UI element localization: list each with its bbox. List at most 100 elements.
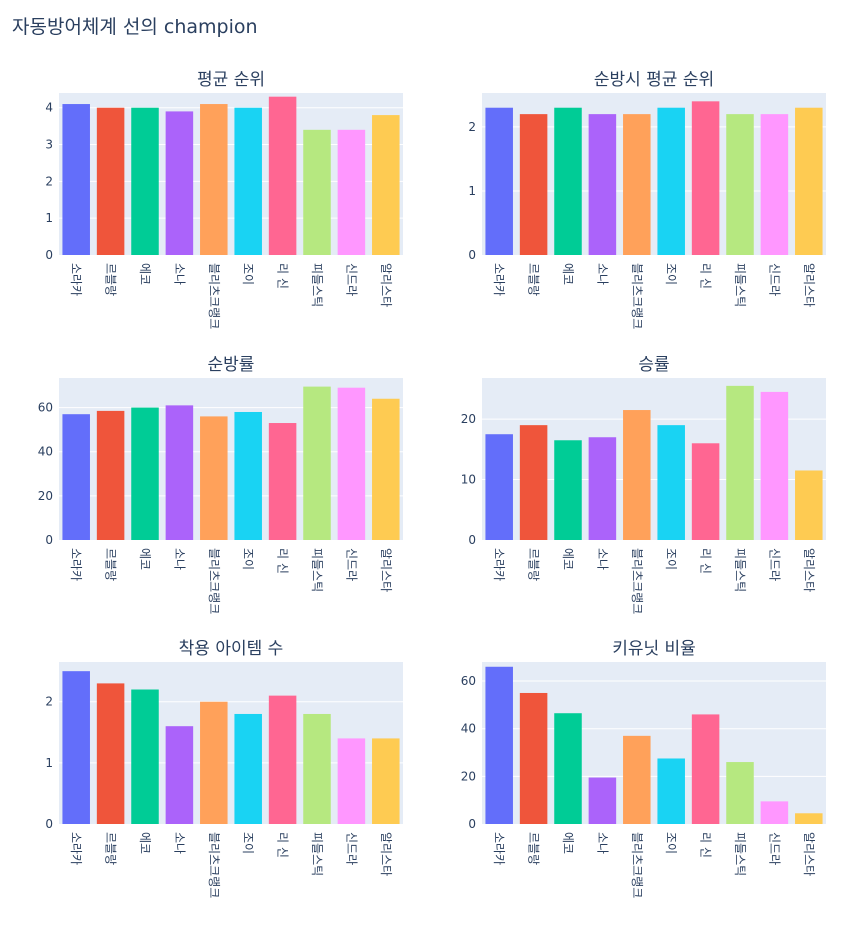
y-tick-label: 0 (45, 248, 53, 262)
x-tick-label: 알리스타 (379, 263, 393, 307)
x-tick-label: 피들스틱 (733, 832, 747, 876)
x-tick-label: 리 신 (699, 548, 713, 574)
bar (623, 735, 651, 824)
x-tick-label: 알리스타 (379, 548, 393, 592)
bar (485, 666, 513, 824)
x-tick-label: 신드라 (767, 832, 781, 865)
x-tick-label: 르블랑 (527, 548, 541, 581)
x-tick-label: 르블랑 (527, 263, 541, 296)
x-tick-label: 리 신 (276, 548, 290, 574)
x-tick-label: 소라카 (492, 263, 506, 296)
bar (795, 107, 823, 256)
figure-title: 자동방어체계 선의 champion (12, 16, 258, 38)
bar (691, 714, 720, 824)
subplot-title: 승률 (638, 355, 669, 375)
bar (795, 470, 823, 540)
x-tick-label: 리 신 (699, 832, 713, 858)
x-tick-label: 에코 (561, 832, 575, 854)
subplot-title: 평균 순위 (197, 70, 265, 90)
y-tick-label: 1 (45, 756, 53, 770)
bar (96, 410, 125, 540)
subplot: 0 20 40 60 소라카 르블랑 에코 소나 블리츠크랭크 조이 리 신 피들스틱 신드라 알리스타 순… (38, 355, 403, 614)
bar (96, 683, 125, 824)
subplot-title: 순방시 평균 순위 (594, 70, 714, 90)
y-tick-label: 4 (45, 101, 53, 115)
y-tick-label: 60 (38, 401, 53, 415)
bar (726, 762, 754, 824)
x-tick-label: 소나 (595, 832, 609, 854)
bar (303, 386, 331, 540)
bar (623, 410, 651, 540)
x-tick-label: 에코 (138, 263, 152, 285)
x-tick-label: 알리스타 (802, 548, 816, 592)
y-tick-label: 2 (45, 695, 53, 709)
bar (519, 425, 548, 540)
y-tick-label: 20 (461, 769, 476, 783)
x-tick-label: 알리스타 (802, 832, 816, 876)
x-tick-label: 조이 (664, 832, 678, 854)
x-tick-label: 소라카 (69, 548, 83, 581)
x-tick-label: 신드라 (344, 548, 358, 581)
bar (726, 385, 754, 540)
x-tick-label: 르블랑 (104, 832, 118, 865)
bar (131, 407, 159, 540)
bar (62, 671, 90, 824)
x-tick-label: 소라카 (69, 263, 83, 296)
x-tick-label: 리 신 (276, 263, 290, 289)
x-tick-label: 소나 (595, 263, 609, 285)
x-tick-label: 소라카 (69, 832, 83, 865)
y-tick-label: 40 (38, 445, 53, 459)
bar (485, 107, 513, 256)
bar (234, 411, 262, 540)
bar (234, 107, 262, 256)
bar (131, 689, 159, 824)
bar (691, 101, 720, 255)
x-tick-label: 조이 (241, 263, 255, 285)
bar (337, 129, 366, 255)
x-tick-label: 조이 (664, 548, 678, 570)
x-tick-label: 알리스타 (379, 832, 393, 876)
bar (372, 398, 400, 540)
x-tick-label: 신드라 (767, 548, 781, 581)
bar (519, 114, 548, 255)
bar (760, 801, 789, 824)
x-tick-label: 소나 (595, 548, 609, 570)
x-tick-label: 르블랑 (104, 263, 118, 296)
bar (657, 758, 685, 824)
bar (62, 414, 90, 540)
x-tick-label: 르블랑 (527, 832, 541, 865)
x-tick-label: 리 신 (276, 832, 290, 858)
bar (554, 440, 582, 540)
bar (200, 104, 228, 255)
bar (234, 713, 262, 824)
x-tick-label: 알리스타 (802, 263, 816, 307)
x-tick-label: 소라카 (492, 832, 506, 865)
bar (200, 701, 228, 824)
x-tick-label: 블리츠크랭크 (630, 832, 644, 898)
y-tick-label: 10 (461, 473, 476, 487)
bar (554, 713, 582, 824)
y-tick-label: 20 (461, 412, 476, 426)
x-tick-label: 리 신 (699, 263, 713, 289)
bar (588, 114, 617, 255)
y-tick-label: 1 (468, 184, 476, 198)
x-tick-label: 피들스틱 (733, 263, 747, 307)
x-tick-label: 소나 (172, 263, 186, 285)
y-tick-label: 2 (468, 120, 476, 134)
subplot: 0 10 20 소라카 르블랑 에코 소나 블리츠크랭크 조이 리 신 피들스틱 신드라 알리스타 승률 (461, 355, 826, 614)
bar (588, 777, 617, 824)
bar (165, 726, 194, 824)
x-tick-label: 소나 (172, 832, 186, 854)
bar (726, 114, 754, 255)
subplot-title: 착용 아이템 수 (179, 639, 284, 659)
bar (485, 434, 513, 540)
x-tick-label: 피들스틱 (310, 548, 324, 592)
bar (691, 443, 720, 540)
x-tick-label: 블리츠크랭크 (207, 263, 221, 329)
x-tick-label: 신드라 (344, 263, 358, 296)
subplot: 0 20 40 60 소라카 르블랑 에코 소나 블리츠크랭크 조이 리 신 피들스틱 신드라 알리스타 키… (461, 639, 826, 898)
x-tick-label: 조이 (241, 832, 255, 854)
x-tick-label: 에코 (561, 263, 575, 285)
bar (657, 425, 685, 540)
